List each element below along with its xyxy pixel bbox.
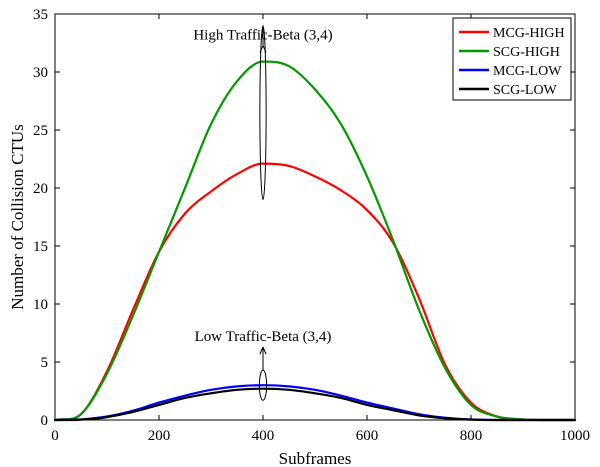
- y-tick-label: 25: [33, 123, 48, 139]
- plot-frame: [54, 13, 576, 421]
- y-tick-label: 10: [33, 297, 48, 313]
- annotation-layer: High Traffic-Beta (3,4) Low Traffic-Beta …: [193, 25, 333, 401]
- x-tick-label: 1000: [560, 428, 590, 444]
- y-tick-label: 20: [33, 181, 48, 197]
- y-tick-label: 35: [33, 7, 48, 23]
- annotation-label: Low Traffic-Beta (3,4): [195, 329, 332, 345]
- x-tick-label: 200: [148, 428, 171, 444]
- series-layer: [53, 60, 577, 422]
- legend: MCG-HIGH SCG-HIGH MCG-LOW SCG-LOW: [452, 17, 572, 101]
- y-axis-label: Number of Collision CTUs: [8, 124, 27, 310]
- legend-entry-label: MCG-HIGH: [493, 26, 565, 41]
- x-tick-label: 800: [460, 428, 483, 444]
- legend-entry-label: SCG-HIGH: [493, 45, 560, 60]
- annotation-label: High Traffic-Beta (3,4): [193, 28, 332, 44]
- legend-entry-label: MCG-LOW: [493, 64, 562, 79]
- x-tick-label: 400: [252, 428, 275, 444]
- annotation-arrowhead: [259, 346, 267, 355]
- x-tick-label: 600: [356, 428, 379, 444]
- legend-entry-label: SCG-LOW: [493, 83, 558, 98]
- annotation-ellipse: [259, 25, 267, 201]
- x-axis-label: Subframes: [279, 449, 352, 467]
- y-tick-label: 15: [33, 239, 48, 255]
- y-tick-label: 5: [41, 355, 49, 371]
- annotation-ellipse: [258, 369, 268, 401]
- tick-layer: 0 200 400 600 800 1000 0 5 10 15 20 25 30 35: [33, 7, 590, 444]
- y-tick-label: 30: [33, 65, 48, 81]
- y-tick-label: 0: [41, 413, 49, 429]
- annotation-arrowhead: [259, 45, 267, 53]
- series-line-scg-high: [53, 60, 577, 422]
- x-tick-label: 0: [51, 428, 59, 444]
